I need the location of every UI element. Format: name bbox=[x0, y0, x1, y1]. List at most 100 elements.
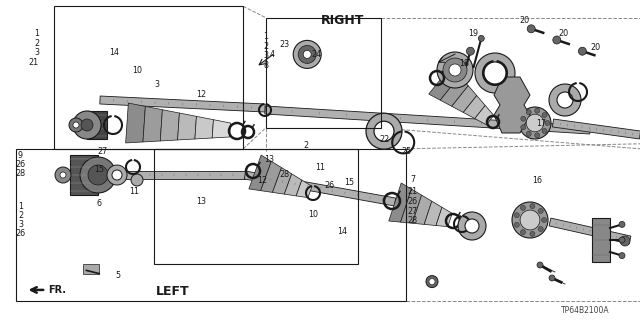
Polygon shape bbox=[273, 168, 292, 194]
Circle shape bbox=[445, 60, 465, 80]
Circle shape bbox=[545, 121, 550, 125]
Circle shape bbox=[620, 236, 630, 246]
Text: 27: 27 bbox=[408, 207, 418, 216]
Circle shape bbox=[429, 279, 435, 284]
Text: 20: 20 bbox=[590, 44, 600, 52]
Circle shape bbox=[107, 165, 127, 185]
Bar bbox=[54, 6, 243, 149]
Text: 3: 3 bbox=[18, 220, 23, 229]
Circle shape bbox=[515, 213, 519, 218]
Text: 2: 2 bbox=[263, 42, 268, 51]
Text: 9: 9 bbox=[18, 151, 23, 160]
Text: 26: 26 bbox=[324, 181, 335, 190]
Circle shape bbox=[542, 129, 547, 133]
Circle shape bbox=[426, 276, 438, 288]
Text: 2: 2 bbox=[18, 211, 23, 220]
Circle shape bbox=[541, 218, 547, 222]
Circle shape bbox=[530, 204, 535, 209]
Circle shape bbox=[300, 47, 314, 61]
Circle shape bbox=[520, 230, 525, 235]
Circle shape bbox=[534, 133, 540, 138]
Text: 5: 5 bbox=[116, 271, 121, 280]
Circle shape bbox=[60, 172, 66, 178]
Circle shape bbox=[521, 116, 526, 121]
Text: 3: 3 bbox=[263, 52, 268, 60]
Circle shape bbox=[449, 64, 461, 76]
Circle shape bbox=[81, 119, 93, 131]
Circle shape bbox=[557, 92, 573, 108]
Polygon shape bbox=[177, 113, 196, 140]
Text: 21: 21 bbox=[28, 58, 38, 67]
Circle shape bbox=[112, 170, 122, 180]
Circle shape bbox=[458, 212, 486, 240]
Text: 23: 23 bbox=[280, 40, 290, 49]
Polygon shape bbox=[440, 76, 468, 106]
Text: 22: 22 bbox=[379, 135, 389, 144]
Polygon shape bbox=[143, 106, 163, 142]
Polygon shape bbox=[296, 180, 312, 198]
Circle shape bbox=[374, 121, 394, 141]
Polygon shape bbox=[429, 66, 460, 100]
Text: 14: 14 bbox=[109, 48, 119, 57]
Text: 2: 2 bbox=[35, 39, 40, 48]
Polygon shape bbox=[494, 77, 530, 133]
Text: 14: 14 bbox=[337, 228, 348, 236]
Polygon shape bbox=[260, 161, 282, 192]
Circle shape bbox=[619, 237, 625, 243]
Text: 25: 25 bbox=[401, 148, 412, 156]
Circle shape bbox=[88, 165, 108, 185]
Text: 8: 8 bbox=[263, 61, 268, 70]
Polygon shape bbox=[388, 183, 412, 222]
Polygon shape bbox=[160, 110, 179, 141]
Circle shape bbox=[512, 202, 548, 238]
Text: 11: 11 bbox=[129, 188, 140, 196]
Text: 15: 15 bbox=[94, 165, 104, 174]
Circle shape bbox=[303, 51, 311, 59]
Text: 12: 12 bbox=[257, 176, 268, 185]
Text: 27: 27 bbox=[97, 148, 108, 156]
Text: 10: 10 bbox=[308, 210, 319, 219]
Polygon shape bbox=[265, 106, 590, 134]
Text: 20: 20 bbox=[520, 16, 530, 25]
Polygon shape bbox=[452, 86, 477, 112]
Text: 21: 21 bbox=[408, 188, 418, 196]
Bar bbox=[154, 149, 358, 264]
Text: TP64B2100A: TP64B2100A bbox=[561, 306, 610, 315]
Text: 6: 6 bbox=[97, 199, 102, 208]
Text: 3: 3 bbox=[35, 48, 40, 57]
Circle shape bbox=[534, 108, 540, 113]
Text: 15: 15 bbox=[344, 178, 354, 187]
Circle shape bbox=[366, 113, 402, 149]
Bar bbox=[87, 111, 107, 139]
Circle shape bbox=[538, 227, 543, 232]
Text: 13: 13 bbox=[264, 156, 274, 164]
Bar bbox=[266, 18, 381, 128]
Circle shape bbox=[437, 52, 473, 88]
Circle shape bbox=[549, 84, 581, 116]
Text: 1: 1 bbox=[35, 29, 40, 38]
Circle shape bbox=[538, 208, 543, 213]
Circle shape bbox=[549, 275, 555, 281]
Polygon shape bbox=[552, 119, 640, 139]
Text: 26: 26 bbox=[15, 229, 26, 238]
Polygon shape bbox=[83, 264, 99, 274]
Text: LEFT: LEFT bbox=[156, 285, 189, 298]
Text: 1: 1 bbox=[18, 202, 23, 211]
Polygon shape bbox=[100, 96, 265, 112]
Circle shape bbox=[619, 221, 625, 228]
Circle shape bbox=[478, 36, 484, 41]
Bar bbox=[592, 218, 610, 262]
Polygon shape bbox=[424, 201, 442, 226]
Polygon shape bbox=[436, 207, 452, 227]
Polygon shape bbox=[475, 106, 493, 125]
Circle shape bbox=[80, 157, 116, 193]
Text: 16: 16 bbox=[532, 176, 543, 185]
Text: 4: 4 bbox=[269, 50, 275, 59]
Polygon shape bbox=[412, 195, 432, 224]
Polygon shape bbox=[463, 96, 485, 118]
Circle shape bbox=[515, 222, 519, 227]
Circle shape bbox=[131, 174, 143, 186]
Circle shape bbox=[484, 62, 506, 84]
Circle shape bbox=[527, 25, 535, 33]
Text: 19: 19 bbox=[468, 29, 479, 38]
